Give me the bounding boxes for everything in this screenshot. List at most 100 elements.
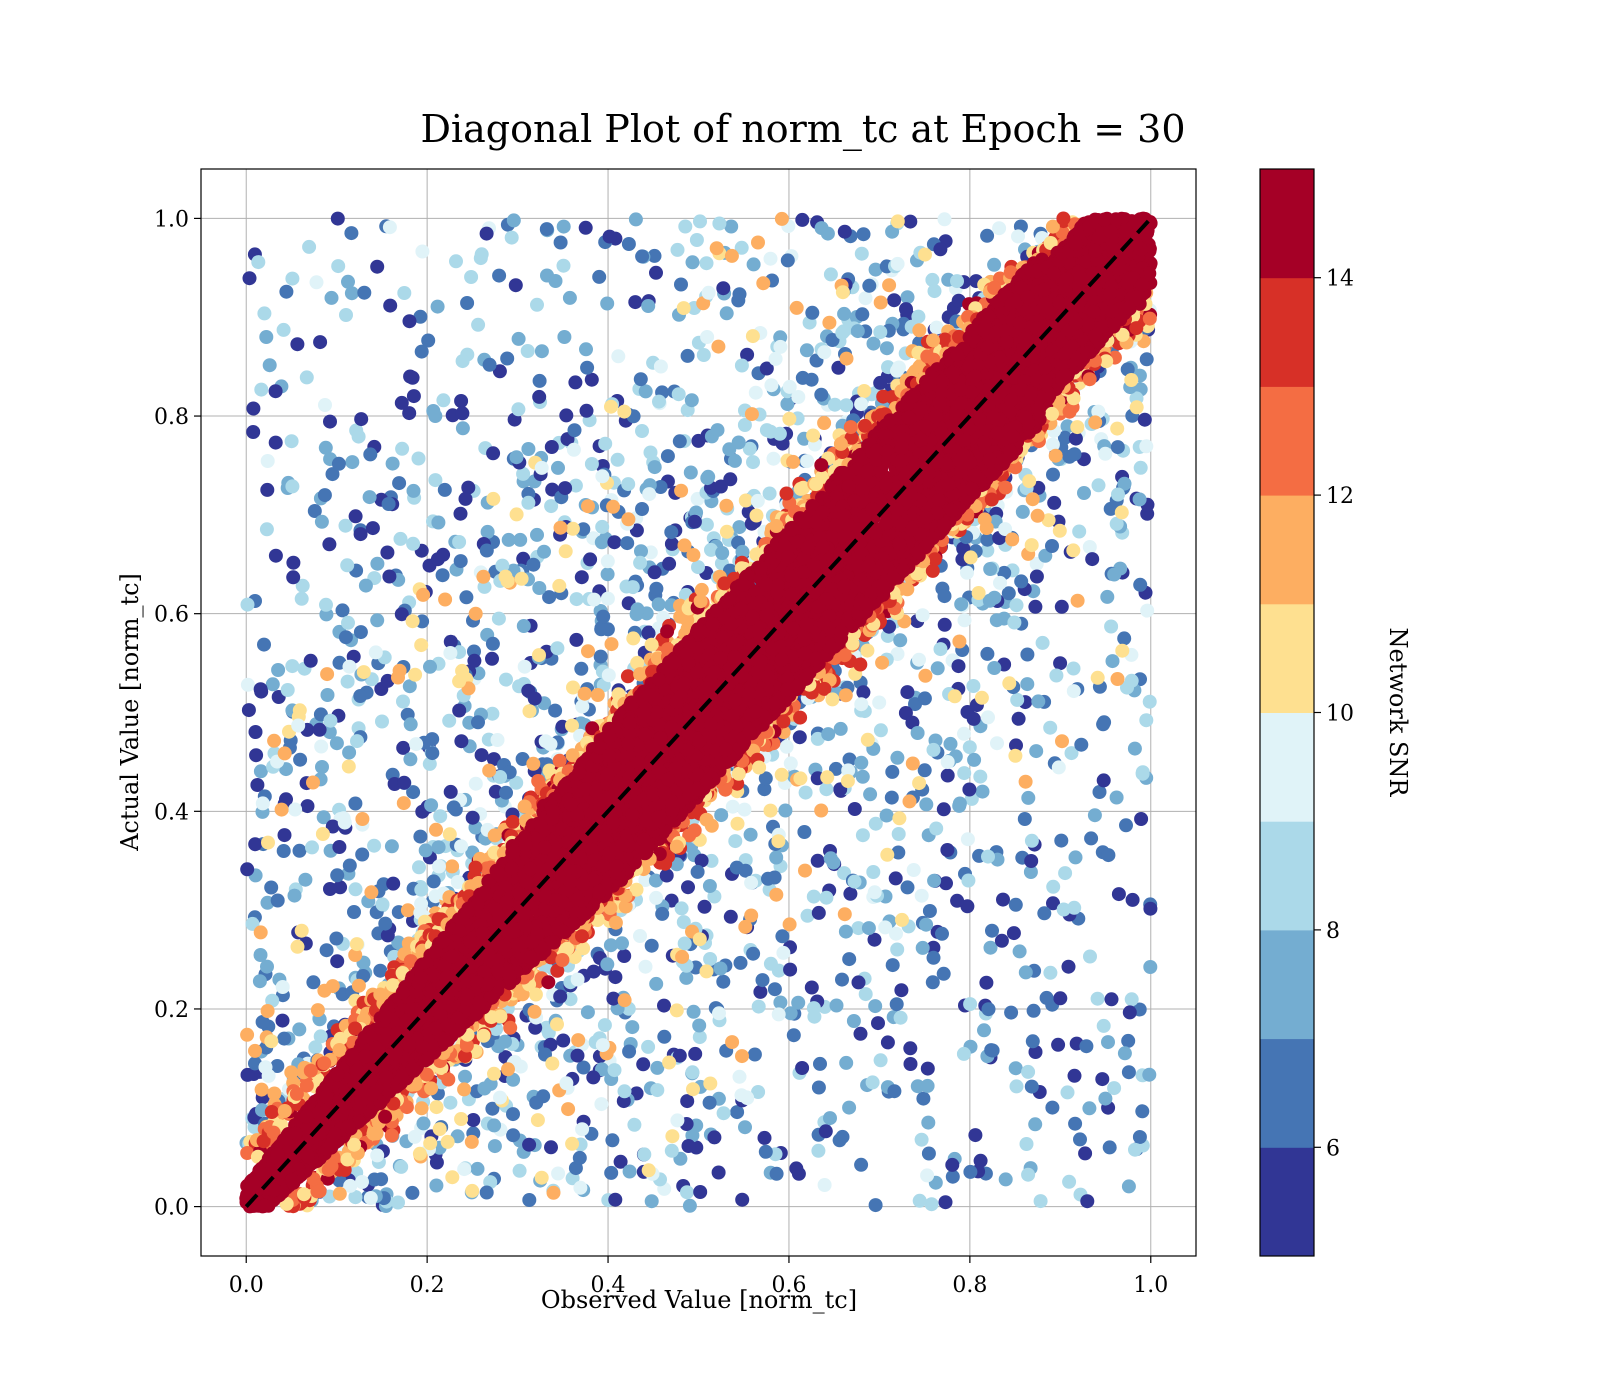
scatter-point (732, 1069, 747, 1084)
scatter-point (669, 839, 684, 854)
scatter-point (689, 233, 704, 247)
scatter-point (994, 933, 1009, 948)
scatter-point (285, 479, 300, 494)
scatter-point (1022, 474, 1037, 489)
scatter-point (454, 734, 469, 749)
scatter-point (835, 972, 849, 987)
scatter-point (474, 748, 489, 763)
scatter-point (756, 276, 771, 291)
scatter-point (917, 763, 932, 778)
scatter-point (459, 590, 474, 605)
scatter-point (851, 975, 866, 990)
scatter-point (662, 1055, 677, 1070)
scatter-point (574, 661, 589, 676)
scatter-point (867, 885, 882, 900)
scatter-point (919, 917, 934, 932)
scatter-point (1092, 785, 1107, 799)
scatter-point (742, 441, 757, 456)
scatter-point (1096, 773, 1111, 788)
scatter-point (396, 796, 411, 811)
scatter-point (642, 487, 657, 502)
scatter-point (606, 499, 621, 514)
scatter-point (331, 456, 346, 471)
scatter-point (1010, 692, 1025, 707)
scatter-point (500, 351, 515, 366)
scatter-point (1129, 400, 1144, 415)
scatter-point (1107, 1081, 1122, 1096)
scatter-point (1114, 505, 1129, 520)
scatter-point (522, 1193, 537, 1207)
scatter-point (562, 290, 577, 305)
scatter-point (364, 885, 379, 900)
scatter-point (1067, 1068, 1082, 1083)
scatter-point (253, 948, 268, 962)
scatter-point (839, 398, 854, 413)
scatter-point (842, 952, 857, 967)
scatter-point (320, 667, 335, 682)
scatter-point (1110, 672, 1125, 686)
scatter-point (455, 421, 470, 436)
scatter-point (783, 756, 798, 771)
scatter-point (557, 330, 572, 344)
scatter-point (264, 880, 279, 895)
scatter-point (1102, 1140, 1117, 1155)
scatter-point (330, 211, 345, 226)
scatter-point (903, 1041, 918, 1056)
scatter-point (445, 859, 460, 874)
scatter-point (1104, 619, 1119, 634)
scatter-point (712, 216, 727, 231)
scatter-point (676, 301, 691, 316)
scatter-point (744, 875, 759, 890)
scatter-point (300, 799, 315, 814)
scatter-point (912, 1193, 927, 1208)
scatter-point (979, 975, 994, 990)
scatter-point (1104, 992, 1119, 1007)
scatter-point (1028, 1117, 1043, 1132)
scatter-point (1018, 774, 1033, 789)
scatter-point (1134, 812, 1149, 826)
scatter-point (1017, 812, 1032, 826)
scatter-point (396, 740, 411, 755)
scatter-point (797, 825, 812, 839)
scatter-point (954, 597, 969, 612)
scatter-point (888, 871, 903, 886)
scatter-point (556, 258, 571, 273)
scatter-point (814, 803, 829, 818)
scatter-point (501, 1062, 515, 1077)
scatter-point (522, 1137, 537, 1152)
scatter-point (348, 882, 363, 897)
scatter-point (981, 1002, 996, 1017)
scatter-point (342, 659, 357, 674)
scatter-point (649, 976, 664, 991)
scatter-point (574, 570, 589, 585)
scatter-point (917, 691, 932, 706)
scatter-point (248, 725, 263, 739)
scatter-point (292, 843, 307, 858)
scatter-point (504, 230, 519, 245)
scatter-point (257, 306, 272, 321)
scatter-point (551, 1166, 566, 1181)
scatter-point (569, 632, 584, 647)
scatter-point (1011, 229, 1025, 244)
scatter-point (370, 556, 385, 571)
scatter-point (703, 952, 718, 966)
scatter-point (251, 255, 266, 270)
scatter-point (1004, 1005, 1019, 1020)
scatter-point (737, 802, 752, 817)
scatter-point (386, 876, 401, 891)
scatter-point (593, 649, 608, 664)
scatter-point (957, 613, 972, 628)
scatter-point (769, 850, 784, 865)
scatter-point (846, 1014, 861, 1028)
scatter-point (998, 1172, 1013, 1187)
scatter-point (490, 733, 505, 747)
scatter-point (516, 551, 531, 566)
scatter-point (674, 277, 688, 292)
scatter-point (878, 920, 893, 935)
scatter-point (627, 1117, 642, 1132)
scatter-point (331, 259, 346, 274)
scatter-point (691, 433, 706, 448)
scatter-point (647, 460, 662, 475)
scatter-point (375, 897, 390, 912)
scatter-point (302, 239, 317, 254)
